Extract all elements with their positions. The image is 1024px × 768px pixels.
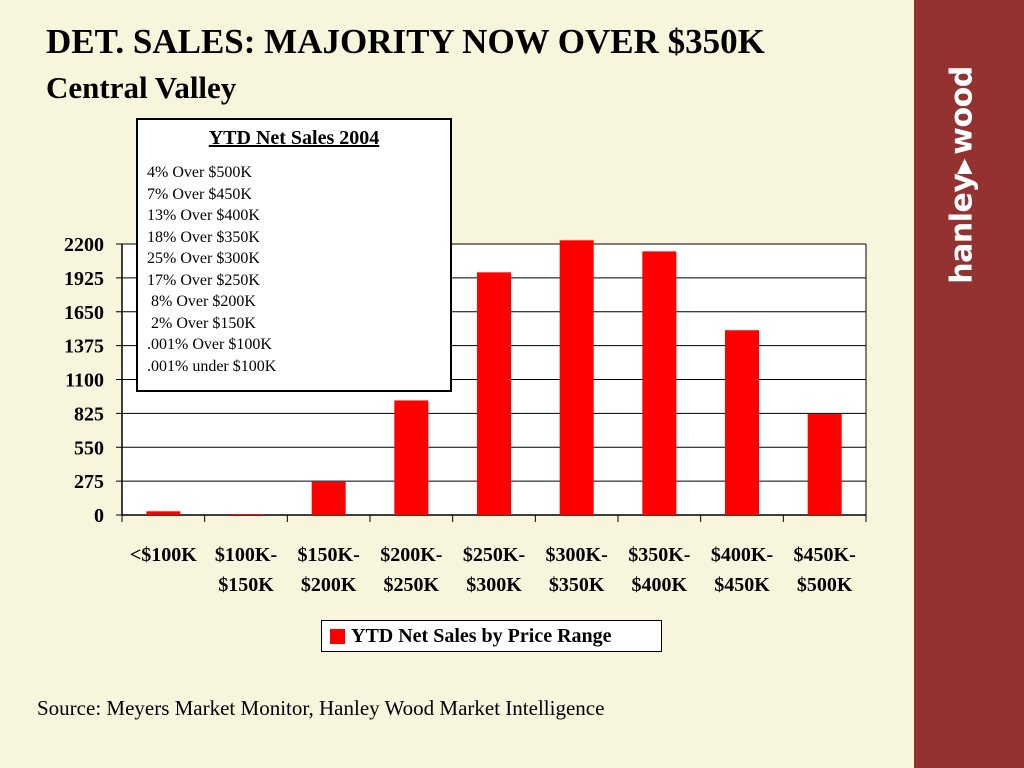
bar bbox=[559, 240, 594, 515]
page-subtitle: Central Valley bbox=[46, 70, 237, 105]
x-tick-label: $350K- bbox=[628, 544, 690, 566]
notes-title: YTD Net Sales 2004 bbox=[208, 127, 380, 149]
notes-line: .001% under $100K bbox=[147, 357, 277, 375]
bar bbox=[394, 400, 429, 515]
y-tick-label: 1375 bbox=[64, 336, 104, 358]
x-tick-label: $200K bbox=[301, 574, 357, 596]
x-tick-label: $100K- bbox=[215, 544, 277, 566]
y-tick-label: 0 bbox=[94, 505, 104, 527]
x-tick-label: $250K- bbox=[463, 544, 525, 566]
x-tick-label: $450K bbox=[714, 574, 770, 596]
notes-box: YTD Net Sales 2004 4% Over $500K 7% Over … bbox=[136, 118, 452, 392]
notes-line: 18% Over $350K bbox=[147, 228, 260, 246]
bar bbox=[311, 481, 346, 515]
x-tick-label: $400K- bbox=[711, 544, 773, 566]
x-tick-label: $200K- bbox=[380, 544, 442, 566]
bar bbox=[725, 330, 759, 515]
page-title: DET. SALES: MAJORITY NOW OVER $350K bbox=[46, 22, 765, 61]
chart-legend: YTD Net Sales by Price Range bbox=[321, 620, 662, 652]
notes-lines: 4% Over $500K 7% Over $450K 13% Over $400K… bbox=[147, 162, 450, 377]
source-note: Source: Meyers Market Monitor, Hanley Wo… bbox=[37, 696, 605, 720]
y-tick-label: 275 bbox=[74, 471, 104, 493]
y-tick-label: 2200 bbox=[64, 234, 104, 256]
x-tick-label: $250K bbox=[384, 574, 440, 596]
x-tick-label: $150K- bbox=[298, 544, 360, 566]
legend-label: YTD Net Sales by Price Range bbox=[351, 624, 612, 647]
logo-triangle-icon: ▲ bbox=[957, 152, 972, 177]
x-tick-label: $450K- bbox=[794, 544, 856, 566]
hanley-wood-logo: hanley▲wood bbox=[945, 66, 980, 283]
logo-left: hanley bbox=[944, 173, 980, 284]
x-tick-label: <$100K bbox=[130, 544, 197, 566]
brand-sidebar bbox=[914, 0, 1024, 768]
bar-chart: 0 275 550 825 1100 1375 1650 1925 2200 <$100K $100… bbox=[64, 234, 867, 596]
legend-swatch bbox=[330, 628, 345, 644]
bar bbox=[477, 272, 511, 515]
x-tick-label: $400K bbox=[632, 574, 688, 596]
notes-line: 25% Over $300K bbox=[147, 250, 260, 267]
x-tick-label: $150K bbox=[218, 574, 274, 596]
x-tick-label: $350K bbox=[549, 574, 605, 596]
x-tick-label: $500K bbox=[797, 574, 853, 596]
notes-line: 2% Over $150K bbox=[147, 314, 256, 332]
bar bbox=[807, 413, 842, 515]
notes-line: 4% Over $500K bbox=[147, 164, 252, 181]
x-tick-label: $300K bbox=[466, 574, 522, 596]
notes-line: 8% Over $200K bbox=[147, 293, 256, 310]
y-tick-label: 1650 bbox=[64, 302, 104, 324]
bar bbox=[146, 511, 181, 515]
bar bbox=[642, 251, 677, 515]
y-tick-label: 1100 bbox=[65, 370, 104, 392]
logo-right: wood bbox=[944, 66, 980, 155]
y-tick-label: 1925 bbox=[64, 268, 104, 290]
bar bbox=[229, 514, 263, 515]
notes-line: 7% Over $450K bbox=[147, 185, 252, 203]
notes-line: 17% Over $250K bbox=[147, 271, 260, 289]
notes-line: .001% Over $100K bbox=[147, 336, 272, 353]
x-tick-label: $300K- bbox=[546, 544, 608, 566]
notes-line: 13% Over $400K bbox=[147, 207, 260, 224]
y-tick-label: 825 bbox=[74, 403, 104, 425]
y-tick-label: 550 bbox=[74, 437, 104, 459]
